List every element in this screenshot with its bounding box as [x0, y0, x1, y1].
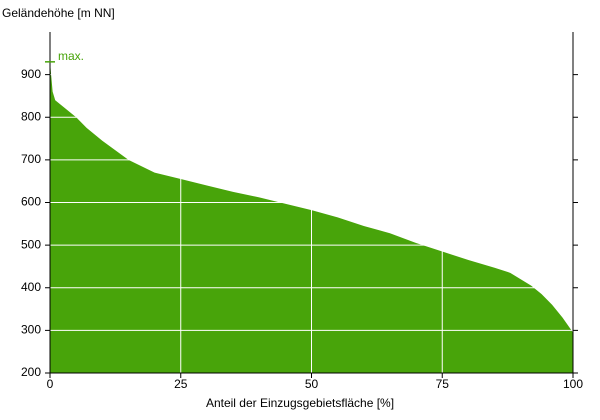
x-tick-label: 50: [305, 377, 319, 391]
y-tick-label: 400: [21, 280, 41, 294]
y-tick-label: 500: [21, 237, 41, 251]
x-axis-label: Anteil der Einzugsgebietsfläche [%]: [206, 396, 394, 410]
x-tick-label: 75: [436, 377, 450, 391]
y-tick-label: 700: [21, 152, 41, 166]
y-tick-label: 900: [21, 67, 41, 81]
y-tick-label: 800: [21, 109, 41, 123]
x-tick-label: 25: [174, 377, 188, 391]
annotation: max.: [58, 49, 84, 63]
y-tick-label: 600: [21, 195, 41, 209]
y-tick-label: 200: [21, 365, 41, 379]
x-tick-label: 0: [47, 377, 54, 391]
y-tick-label: 300: [21, 323, 41, 337]
x-tick-label: 100: [563, 377, 583, 391]
y-axis-label: Geländehöhe [m NN]: [2, 6, 115, 20]
